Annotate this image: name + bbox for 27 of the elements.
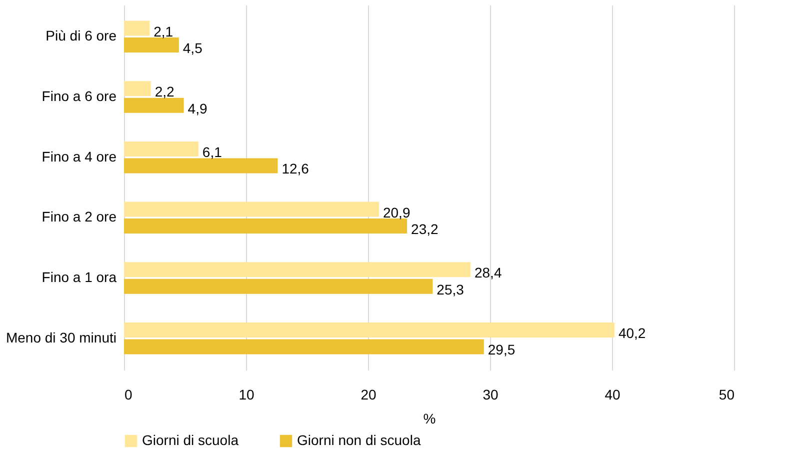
data-label: 2,1 (154, 23, 174, 40)
x-tick-label: 30 (482, 386, 498, 402)
data-label: 29,5 (488, 342, 516, 358)
y-tick-label: Fino a 2 ore (42, 208, 117, 225)
y-tick-label: Più di 6 ore (46, 28, 117, 44)
x-tick-label: 10 (238, 386, 254, 402)
data-label: 12,6 (282, 160, 310, 177)
y-tick-label: Meno di 30 minuti (6, 329, 116, 346)
y-tick-label: Fino a 1 ora (42, 268, 117, 285)
data-label: 2,2 (154, 84, 175, 100)
data-label: 25,3 (436, 281, 464, 298)
data-label: 20,9 (382, 204, 410, 220)
x-tick-label: 20 (360, 386, 376, 402)
data-label: 4,5 (182, 40, 203, 56)
data-label: 23,2 (411, 221, 438, 238)
data-label: 6,1 (202, 144, 222, 160)
x-tick-label: 0 (124, 386, 132, 402)
x-tick-label: 40 (604, 386, 620, 402)
legend-label: Giorni non di scuola (297, 432, 421, 448)
data-label: 40,2 (618, 324, 646, 341)
y-tick-label: Fino a 4 ore (42, 148, 117, 164)
x-axis-title: % (423, 410, 436, 426)
legend-label: Giorni di scuola (142, 432, 239, 448)
x-tick-label: 50 (718, 386, 735, 402)
y-tick-label: Fino a 6 ore (42, 88, 117, 104)
data-label: 4,9 (188, 100, 208, 116)
data-label: 28,4 (474, 264, 502, 281)
